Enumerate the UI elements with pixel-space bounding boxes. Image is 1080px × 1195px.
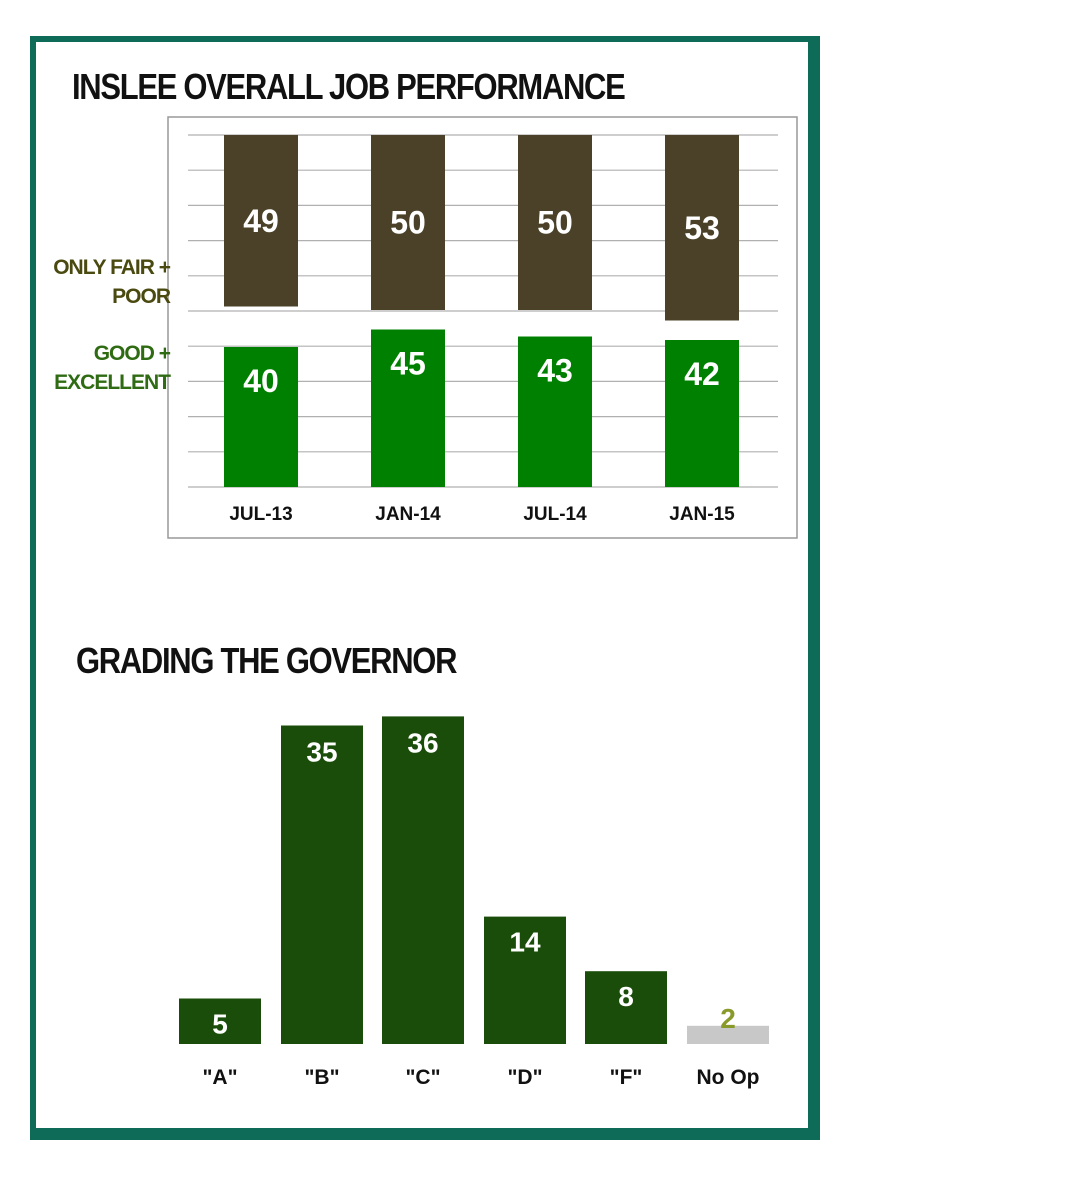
x-tick-label: "F"	[610, 1066, 643, 1089]
x-tick-label: "B"	[304, 1066, 339, 1089]
x-tick-label: "C"	[405, 1066, 440, 1089]
grade-value-label: 35	[306, 737, 337, 768]
x-tick-label: "D"	[507, 1066, 542, 1089]
grade-value-label: 5	[212, 1009, 228, 1040]
grade-value-label: 2	[720, 1003, 736, 1034]
grade-value-label: 8	[618, 981, 634, 1012]
grade-value-label: 36	[407, 727, 438, 758]
grade-bar	[281, 726, 363, 1045]
grade-bar	[382, 716, 464, 1044]
x-tick-label: No Op	[697, 1066, 760, 1089]
grade-value-label: 14	[509, 927, 541, 958]
x-tick-label: "A"	[202, 1066, 237, 1089]
